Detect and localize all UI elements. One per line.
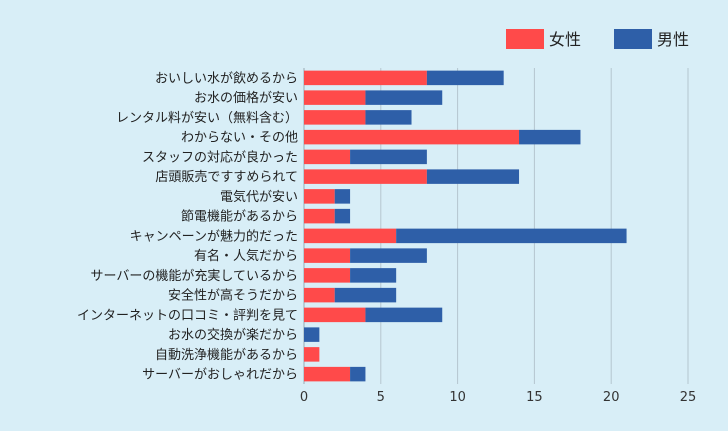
bar-segment — [350, 248, 427, 263]
bar-segment — [304, 287, 335, 303]
bar-segment — [396, 228, 627, 244]
x-tick-labels: 0 5 10 15 20 25 — [300, 390, 696, 405]
x-tick-label: 20 — [603, 390, 620, 405]
category-label: 自動洗浄機能があるから — [155, 348, 298, 363]
bar-segment — [304, 90, 366, 105]
legend-label: 男性 — [657, 30, 689, 49]
x-tick-label: 5 — [377, 390, 385, 405]
category-label: 有名・人気だから — [194, 248, 298, 264]
category-label: お水の価格が安い — [194, 90, 298, 106]
x-tick-label: 10 — [449, 390, 466, 405]
bar-segment — [426, 169, 520, 184]
bar-segment — [334, 189, 351, 204]
legend-label: 女性 — [549, 30, 581, 49]
bar-segment — [304, 268, 351, 283]
category-label: 節電機能があるから — [181, 210, 298, 225]
bar-segment — [304, 110, 366, 125]
bar-segment — [334, 208, 351, 224]
bar-segment — [304, 248, 351, 263]
bar-segment — [334, 287, 397, 303]
category-label: サーバーの機能が充実しているから — [91, 268, 298, 284]
x-tick-label: 0 — [300, 390, 308, 405]
bar-segment — [365, 307, 443, 323]
bar-segment — [350, 149, 427, 165]
bar-segment — [304, 70, 427, 86]
x-tick-label: 15 — [526, 390, 543, 405]
category-label: おいしい水が飲めるから — [155, 70, 298, 86]
x-tick-label: 25 — [680, 390, 697, 405]
legend: 女性 男性 — [506, 29, 689, 49]
bars — [304, 70, 627, 382]
bar-segment — [350, 366, 366, 382]
category-label: レンタル料が安い（無料含む） — [116, 110, 298, 126]
bar-segment — [365, 110, 412, 125]
bar-segment — [304, 169, 427, 184]
category-label: 電気代が安い — [220, 189, 298, 205]
category-label: わからない・その他 — [181, 131, 298, 146]
bar-segment — [304, 228, 397, 244]
bar-segment — [304, 149, 351, 165]
legend-swatch — [614, 29, 652, 49]
category-label: 安全性が高そうだから — [168, 288, 298, 304]
bar-segment — [304, 347, 320, 362]
category-label: お水の交換が楽だから — [168, 327, 298, 343]
bar-segment — [365, 90, 443, 105]
bar-segment — [304, 208, 335, 224]
bar-segment — [350, 268, 397, 283]
bar-segment — [519, 129, 581, 145]
legend-swatch — [506, 29, 544, 49]
category-label: インターネットの口コミ・評判を見て — [77, 308, 298, 323]
bar-segment — [304, 327, 320, 342]
bar-segment — [304, 189, 335, 204]
category-label: サーバーがおしゃれだから — [142, 368, 298, 383]
category-label: スタッフの対応が良かった — [142, 149, 298, 165]
bar-segment — [304, 366, 351, 382]
bar-segment — [304, 129, 520, 145]
bar-segment — [426, 70, 504, 86]
category-label: キャンペーンが魅力的だった — [130, 228, 298, 244]
bar-segment — [304, 307, 366, 323]
category-label: 店頭販売ですすめられて — [155, 169, 298, 185]
